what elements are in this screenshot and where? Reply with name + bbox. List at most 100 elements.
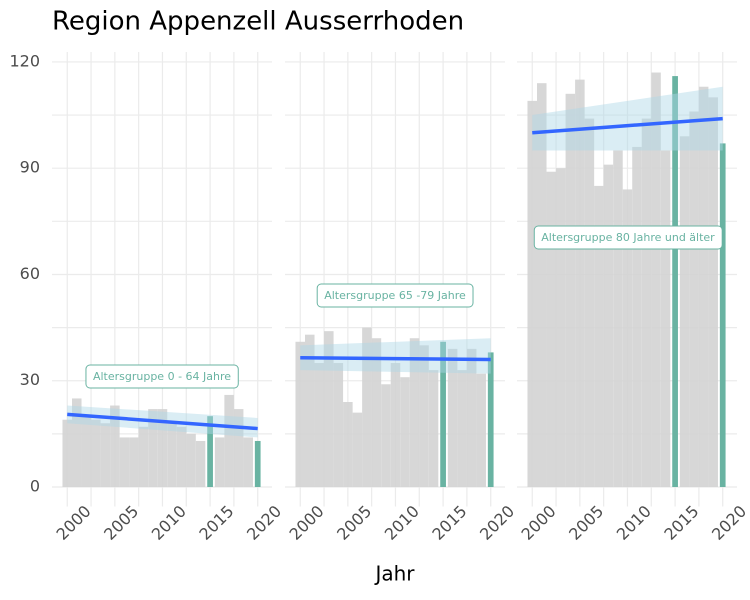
x-tick-label: 2020 [708,502,750,544]
highlight-bar [672,76,678,488]
highlight-bar [487,352,494,488]
bar [594,185,604,488]
bar [195,440,206,488]
highlight-bar [440,341,446,488]
bar [708,97,718,488]
y-tick-label: 90 [20,158,40,177]
bar [466,348,477,488]
bar [167,423,177,488]
bar [457,370,467,488]
bar [324,331,334,488]
bar [295,341,305,488]
bar [556,168,566,488]
x-tick-label: 2015 [660,502,702,544]
bar [584,118,595,488]
bar [333,363,344,488]
annotation-box [533,225,723,250]
x-tick-label: 2005 [100,502,142,544]
x-tick-label: 2015 [428,502,470,544]
bar [186,433,196,488]
annotation-text: Altersgruppe 0 - 64 Jahre [93,370,231,383]
bar [214,437,225,488]
bar [176,426,187,488]
annotation-box [316,283,474,308]
bar [603,164,614,488]
trend-line [532,116,723,135]
bar [527,100,537,488]
bar [110,405,120,488]
bar [575,79,585,488]
bar [689,111,699,488]
highlight-bar [719,143,726,488]
bar [419,345,429,488]
bar [305,334,315,488]
chart-title: Region Appenzell Ausserrhoden [52,7,464,37]
bar [352,412,363,488]
annotation-text: Altersgruppe 80 Jahre und älter [541,231,715,244]
bar [447,348,458,488]
bar [546,171,557,488]
bar [62,419,72,488]
x-tick-label: 2005 [333,502,375,544]
x-tick-label: 2010 [381,502,423,544]
bar [157,409,168,488]
y-tick-label: 30 [20,370,40,389]
bar [381,384,391,488]
bar [362,327,372,488]
confidence-band [300,338,491,374]
x-tick-label: 2000 [285,502,327,544]
bar [476,373,486,488]
x-tick-label: 2000 [52,502,94,544]
x-tick-label: 2000 [517,502,559,544]
bar [613,150,623,488]
confidence-band [532,86,723,151]
x-tick-label: 2010 [613,502,655,544]
bar [138,426,149,488]
bar [224,394,234,488]
bar [129,437,139,488]
x-tick-label: 2020 [476,502,518,544]
bar [698,86,709,488]
bar [343,401,353,488]
bar [390,363,401,488]
highlight-bar [254,440,261,488]
x-tick-label: 2020 [243,502,285,544]
annotation-box [85,364,239,389]
bar [243,437,253,488]
bar [641,118,652,488]
bar [632,146,642,488]
x-tick-label: 2010 [148,502,190,544]
bar [622,189,633,488]
bar [428,370,439,488]
bar [148,409,158,488]
bar [651,72,661,488]
bar [233,409,244,488]
y-tick-label: 120 [9,51,40,70]
bar [314,363,325,488]
bar [409,338,420,488]
annotation: Altersgruppe 65 -79 Jahre [316,283,474,308]
y-tick-label: 0 [30,477,40,496]
bar [100,423,111,488]
bar [81,416,92,488]
trend-line [300,355,491,362]
annotation: Altersgruppe 0 - 64 Jahre [85,364,239,389]
annotation-text: Altersgruppe 65 -79 Jahre [324,289,466,302]
bar [91,419,101,488]
bar [119,437,130,488]
x-axis-title: Jahr [373,562,415,586]
highlight-bar [207,416,213,488]
bar [679,136,690,488]
bar [537,83,547,488]
bar [371,338,382,488]
x-tick-label: 2015 [195,502,237,544]
bar [660,150,671,488]
x-tick-label: 2005 [565,502,607,544]
bar [72,398,82,488]
annotation: Altersgruppe 80 Jahre und älter [533,225,723,250]
bar [400,377,410,488]
trend-line [67,412,258,431]
y-tick-label: 60 [20,264,40,283]
bar [565,93,576,488]
